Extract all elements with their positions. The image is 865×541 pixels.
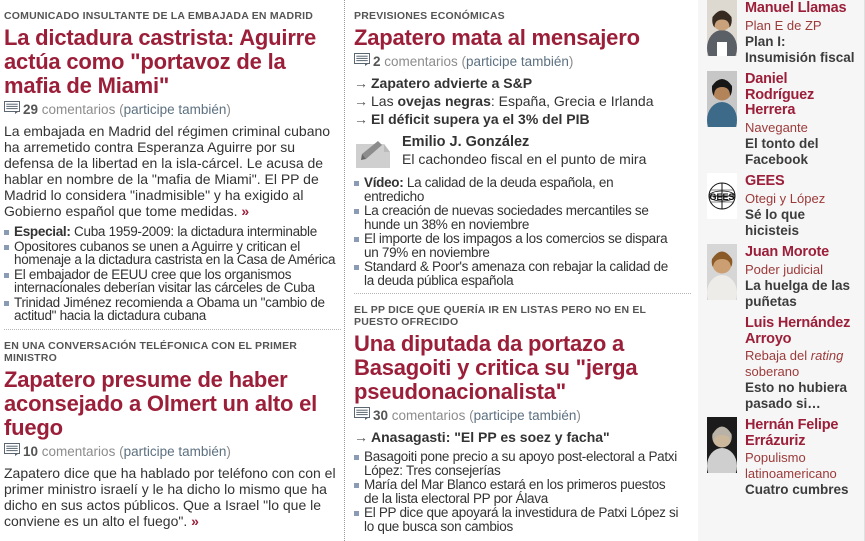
svg-text:GEES: GEES — [709, 192, 734, 202]
